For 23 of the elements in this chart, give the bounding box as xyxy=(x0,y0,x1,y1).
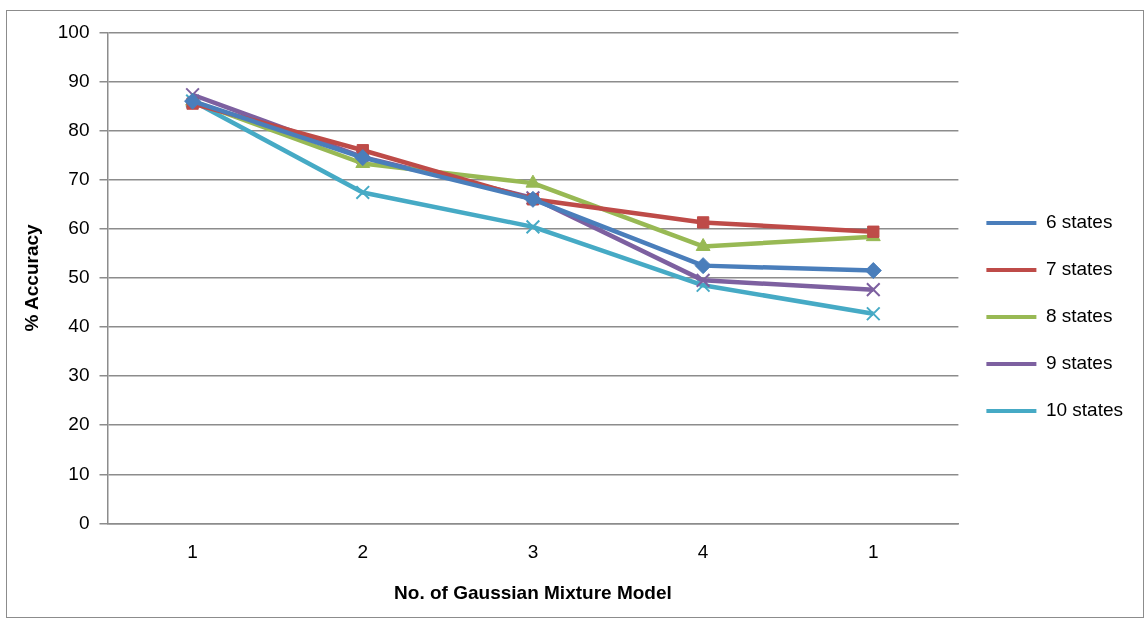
y-tick-label: 80 xyxy=(68,118,90,140)
y-tick-label: 100 xyxy=(57,20,90,42)
x-tick-label: 2 xyxy=(357,541,369,563)
x-axis-title: No. of Gaussian Mixture Model xyxy=(394,581,672,603)
legend-label: 6 states xyxy=(1045,211,1113,233)
y-tick-label: 10 xyxy=(68,462,90,484)
y-tick-label: 0 xyxy=(78,511,90,533)
legend-label: 10 states xyxy=(1045,399,1124,421)
x-tick-label: 1 xyxy=(187,541,198,563)
legend-label: 9 states xyxy=(1045,352,1113,374)
y-tick-label: 50 xyxy=(68,266,90,288)
legend-label: 7 states xyxy=(1045,258,1113,280)
x-tick-label: 4 xyxy=(697,541,709,563)
y-tick-label: 20 xyxy=(68,413,90,435)
y-tick-label: 70 xyxy=(68,167,90,189)
y-tick-label: 90 xyxy=(68,69,90,91)
y-tick-label: 40 xyxy=(68,315,90,337)
y-tick-label: 30 xyxy=(68,364,90,386)
legend-label: 8 states xyxy=(1045,305,1113,327)
y-axis-title: % Accuracy xyxy=(20,223,42,332)
x-tick-label: 3 xyxy=(527,541,539,563)
x-tick-label: 1 xyxy=(868,541,879,563)
y-tick-label: 60 xyxy=(68,217,90,239)
